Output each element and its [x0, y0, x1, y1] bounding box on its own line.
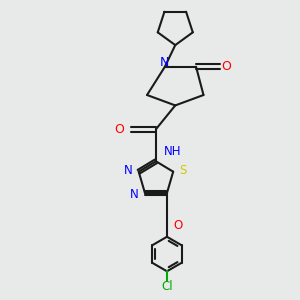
Text: NH: NH — [164, 145, 182, 158]
Text: Cl: Cl — [161, 280, 173, 293]
Text: O: O — [173, 219, 183, 232]
Text: O: O — [114, 123, 124, 136]
Text: N: N — [160, 56, 170, 69]
Text: N: N — [130, 188, 139, 201]
Text: O: O — [221, 60, 231, 73]
Text: S: S — [179, 164, 187, 177]
Text: N: N — [124, 164, 133, 177]
